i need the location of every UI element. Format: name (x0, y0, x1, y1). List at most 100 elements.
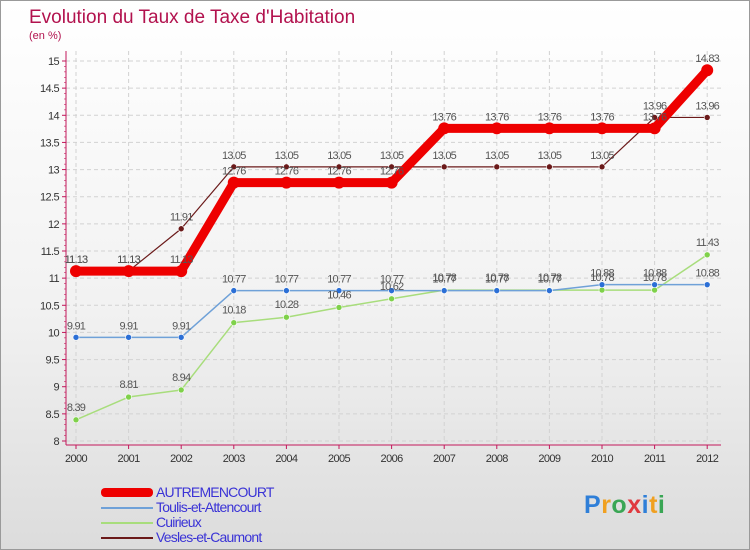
data-label: 10.77 (432, 274, 456, 286)
y-tick-label: 9.5 (46, 355, 60, 367)
data-point (493, 287, 501, 294)
data-point (125, 393, 132, 401)
y-tick-label: 12 (48, 219, 60, 231)
legend-swatch (101, 521, 153, 524)
logo-letter: i (641, 491, 650, 519)
data-point (125, 334, 132, 341)
data-point (490, 122, 503, 135)
series-autremencourt (70, 64, 714, 278)
x-tick-label: 2009 (538, 453, 561, 465)
data-point (230, 287, 238, 294)
y-tick-label: 10 (48, 327, 60, 339)
data-label: 13.76 (590, 111, 614, 123)
data-label: 10.78 (590, 272, 614, 284)
logo-letter: x (627, 491, 642, 519)
data-label: 13.76 (538, 111, 562, 123)
data-label: 10.77 (327, 274, 351, 286)
data-label: 11.13 (65, 254, 88, 266)
x-tick-label: 2006 (381, 453, 404, 465)
data-point (72, 334, 80, 341)
data-label: 10.88 (643, 268, 667, 280)
data-label: 13.96 (695, 100, 719, 112)
data-point (70, 265, 82, 278)
data-label: 12.76 (380, 166, 404, 178)
data-label: 10.88 (590, 268, 614, 280)
y-tick-label: 8 (53, 436, 59, 448)
data-point (283, 313, 290, 321)
data-point (438, 122, 451, 135)
data-point (283, 163, 290, 171)
x-tick-label: 2005 (328, 453, 351, 465)
y-tick-label: 12.5 (40, 192, 59, 204)
y-tick-label: 15 (48, 56, 60, 68)
data-point (651, 286, 658, 294)
x-tick-label: 2002 (170, 453, 193, 465)
data-label: 12.76 (275, 166, 299, 178)
data-label: 13.05 (485, 150, 509, 162)
logo-letter: o (611, 491, 628, 519)
data-label: 14.83 (695, 53, 719, 65)
y-tick-label: 10.5 (40, 300, 59, 312)
data-label: 10.28 (275, 299, 299, 311)
legend-swatch (101, 488, 153, 497)
data-point (388, 287, 395, 294)
data-point (230, 163, 238, 171)
data-label: 13.05 (327, 150, 351, 162)
x-tick-label: 2000 (65, 453, 88, 465)
data-point (701, 64, 714, 77)
data-label: 9.91 (119, 320, 138, 332)
data-point (177, 334, 185, 341)
data-label: 10.77 (275, 274, 299, 286)
data-label: 8.39 (67, 402, 86, 414)
data-label: 13.76 (432, 111, 456, 123)
data-point (598, 281, 606, 288)
data-point (175, 265, 188, 278)
data-label: 12.76 (222, 166, 246, 178)
data-point (543, 122, 556, 135)
data-point (177, 225, 185, 233)
data-point (596, 122, 608, 135)
data-point (546, 163, 553, 171)
y-tick-label: 11 (49, 273, 60, 285)
legend-item[interactable]: Toulis-et-Attencourt (101, 500, 274, 515)
legend-item[interactable]: Vesles-et-Caumont (101, 530, 274, 545)
data-point (335, 163, 343, 171)
data-point (703, 251, 711, 259)
data-label: 13.05 (590, 150, 614, 162)
y-tick-label: 8.5 (46, 409, 60, 421)
logo-letter: P (584, 491, 602, 519)
data-label: 9.91 (67, 320, 86, 332)
data-label: 10.78 (485, 272, 509, 284)
data-point (651, 281, 658, 288)
data-point (598, 163, 606, 171)
x-tick-label: 2007 (433, 453, 456, 465)
y-tick-label: 11.5 (41, 246, 60, 258)
data-label: 10.62 (380, 281, 404, 293)
y-tick-label: 9 (53, 382, 59, 394)
data-label: 8.94 (172, 372, 191, 384)
data-label: 13.96 (643, 100, 667, 112)
data-label: 13.05 (538, 150, 562, 162)
data-point (703, 114, 711, 121)
data-point (440, 163, 448, 171)
data-point (227, 176, 240, 189)
data-point (177, 386, 185, 394)
data-label: 13.05 (432, 150, 456, 162)
data-label: 10.77 (538, 274, 562, 286)
legend-label: Cuirieux (156, 514, 202, 530)
y-tick-label: 13.5 (40, 137, 59, 149)
legend-item[interactable]: Cuirieux (101, 515, 274, 530)
data-point (230, 319, 238, 326)
data-label: 10.78 (643, 272, 667, 284)
legend-item[interactable]: AUTREMENCOURT (101, 485, 274, 500)
data-labels: 11.13 11.13 11.91 13.05 13.05 13.05 13.05 13.05… (65, 53, 721, 414)
data-point (546, 287, 553, 294)
data-label: 10.46 (327, 289, 351, 301)
series-toulis-et-attencourt (72, 281, 711, 341)
data-label: 10.77 (222, 274, 246, 286)
data-label: 11.91 (170, 212, 193, 224)
legend-swatch (101, 506, 153, 509)
x-tick-label: 2004 (275, 453, 298, 465)
legend-label: Toulis-et-Attencourt (156, 499, 261, 515)
data-label: 13.76 (643, 111, 667, 123)
